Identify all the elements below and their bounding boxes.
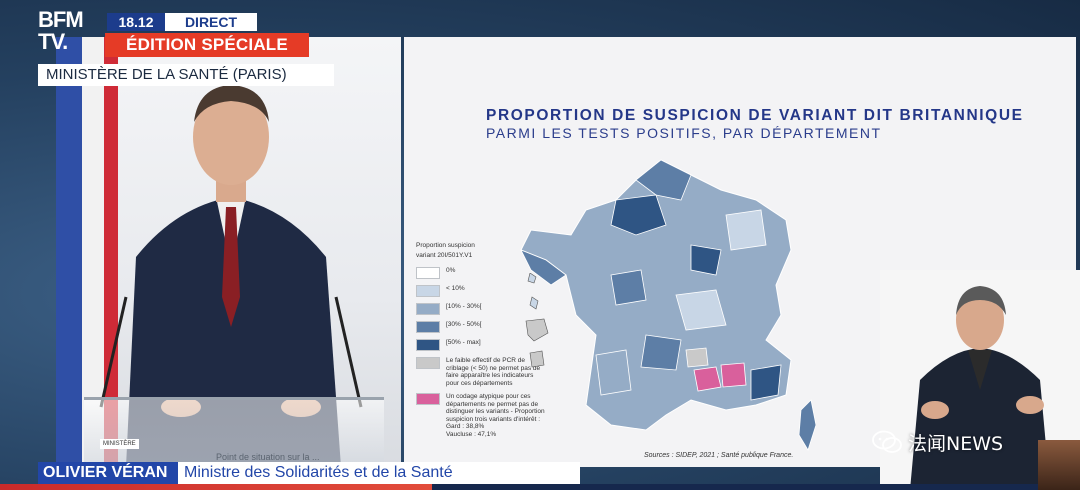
lectern xyxy=(84,397,384,467)
legend-item: [50% - max] xyxy=(416,339,546,351)
name-box: OLIVIER VÉRAN xyxy=(38,462,178,484)
corner-thumbnail xyxy=(1038,440,1080,490)
watermark: 法闻NEWS xyxy=(872,428,1052,456)
watermark-text: 法闻NEWS xyxy=(908,432,1004,455)
live-badge: DIRECT xyxy=(165,13,257,31)
edition-badge: ÉDITION SPÉCIALE xyxy=(105,33,309,57)
legend-item: < 10% xyxy=(416,285,546,297)
speaker-video-panel: MINISTÈRE Point de situation sur la ... xyxy=(56,37,401,467)
slide-source: Sources : SIDEP, 2021 ; Santé publique F… xyxy=(644,452,794,459)
speaker-name: OLIVIER VÉRAN xyxy=(43,464,168,481)
lower-third: OLIVIER VÉRAN Ministre des Solidarités e… xyxy=(38,462,580,484)
legend-item: [10% - 30%[ xyxy=(416,303,546,315)
french-flag xyxy=(56,37,118,467)
legend-item-grey: Le faible effectif de PCR de criblage (<… xyxy=(416,357,546,387)
map-legend: Proportion suspicion variant 20I/501Y.V1… xyxy=(416,241,546,444)
overseas-departments xyxy=(525,273,549,368)
slide-subtitle: PARMI LES TESTS POSITIFS, PAR DÉPARTEMEN… xyxy=(486,125,882,141)
ministry-logo: MINISTÈRE xyxy=(100,439,139,449)
slide-title: PROPORTION DE SUSPICION DE VARIANT DIT B… xyxy=(486,107,1024,124)
legend-item: 0% xyxy=(416,267,546,279)
interpreter-figure xyxy=(910,286,1050,490)
legend-item: [30% - 50%[ xyxy=(416,321,546,333)
time-badge: 18.12 xyxy=(107,13,165,31)
lectern-text: Point de situation sur la ... xyxy=(216,452,320,462)
legend-item-pink: Un codage atypique pour ces départements… xyxy=(416,393,546,438)
bfmtv-logo: BFM TV. xyxy=(38,7,84,54)
speaker-role: Ministre des Solidarités et de la Santé xyxy=(184,464,453,481)
legend-title: Proportion suspicion variant 20I/501Y.V1 xyxy=(416,242,475,259)
sign-language-interpreter xyxy=(880,270,1080,490)
bottom-strip xyxy=(0,484,1080,490)
location-badge: MINISTÈRE DE LA SANTÉ (PARIS) xyxy=(38,64,334,86)
wechat-icon xyxy=(872,430,902,453)
france-departments-map xyxy=(520,159,816,451)
